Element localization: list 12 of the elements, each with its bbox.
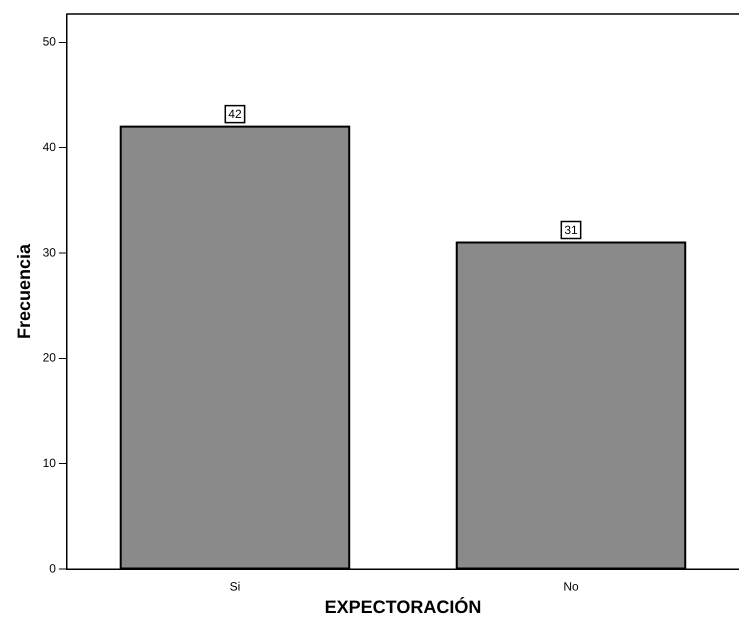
x-tick-label: Si [230, 580, 240, 594]
y-tick-label: 20 [42, 350, 56, 365]
y-tick-label: 0 [49, 561, 56, 576]
data-label: 42 [228, 107, 242, 121]
data-label: 31 [564, 222, 578, 237]
y-tick-label: 10 [42, 456, 56, 470]
x-tick-label: No [563, 580, 579, 594]
x-axis-title: EXPECTORACIÓN [324, 597, 482, 618]
y-tick-label: 40 [42, 140, 56, 154]
y-tick-label: 30 [42, 245, 56, 260]
y-tick-label: 50 [42, 34, 56, 49]
y-axis-title: Frecuencia [14, 242, 34, 340]
